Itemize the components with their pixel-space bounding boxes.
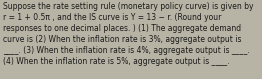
Text: Suppose the rate setting rule (monetary policy curve) is given by
r = 1 + 0.5π ,: Suppose the rate setting rule (monetary … bbox=[3, 2, 254, 66]
